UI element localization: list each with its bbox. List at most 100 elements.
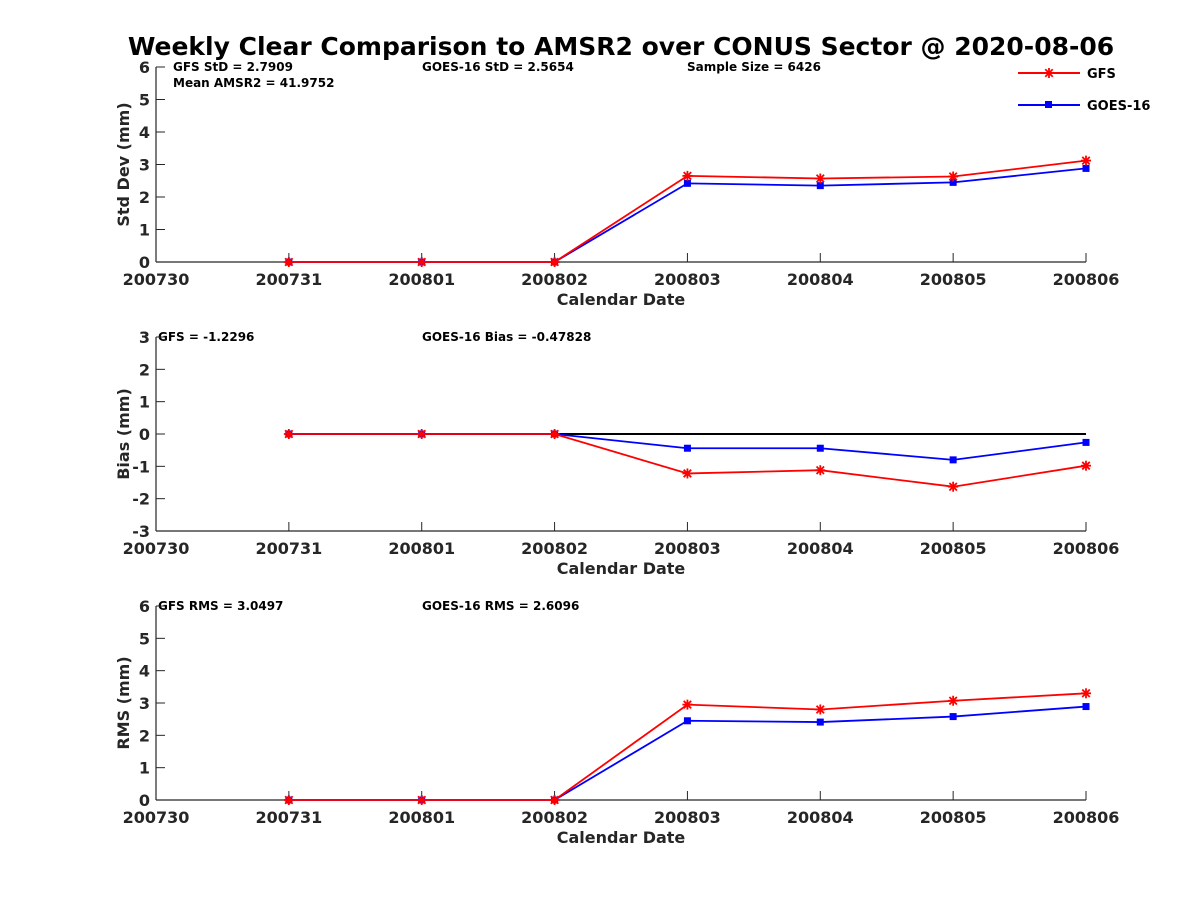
x-tick-label: 200803 <box>654 539 721 558</box>
goes16-point <box>816 182 824 190</box>
bias-y-axis-label: Bias (mm) <box>114 388 133 480</box>
x-tick-label: 200805 <box>920 808 987 827</box>
gfs-point <box>815 465 826 476</box>
gfs-point <box>416 795 427 805</box>
stddev-x-axis-label: Calendar Date <box>557 290 686 309</box>
rms-y-axis-label: RMS (mm) <box>114 656 133 749</box>
legend-goes16-label: GOES-16 <box>1087 99 1150 114</box>
x-tick-label: 200801 <box>388 270 455 289</box>
y-tick-label: 3 <box>139 156 150 175</box>
gfs-point <box>416 429 427 439</box>
gfs-point <box>283 257 294 267</box>
sample-size-annotation: Sample Size = 6426 <box>687 60 821 74</box>
goes16-point <box>949 456 957 464</box>
x-tick-label: 200802 <box>521 270 588 289</box>
goes16-point <box>1082 703 1090 711</box>
goes16-point <box>949 178 957 186</box>
x-tick-label: 200806 <box>1053 270 1120 289</box>
gfs-point <box>948 481 959 492</box>
stddev-panel: GFS StD = 2.7909 GOES-16 StD = 2.5654 Sa… <box>114 58 1119 309</box>
gfs-point <box>1081 688 1091 699</box>
y-tick-label: 0 <box>139 253 150 272</box>
legend-gfs-asterisk <box>1044 68 1054 78</box>
y-tick-label: 2 <box>139 360 150 379</box>
x-tick-label: 200802 <box>521 808 588 827</box>
y-tick-label: 1 <box>139 759 150 778</box>
gfs-point <box>682 468 693 479</box>
x-tick-label: 200801 <box>388 808 455 827</box>
gfs-point <box>549 257 560 267</box>
x-tick-label: 200731 <box>255 539 322 558</box>
gfs-point <box>283 795 294 805</box>
gfs-point <box>948 695 959 706</box>
y-tick-label: 6 <box>139 58 150 77</box>
gfs-point <box>549 795 560 805</box>
x-tick-label: 200804 <box>787 270 854 289</box>
legend-gfs-marker <box>1044 68 1054 78</box>
legend: GFS GOES-16 <box>1018 67 1150 114</box>
y-tick-label: 5 <box>139 91 150 110</box>
x-tick-label: 200806 <box>1053 808 1120 827</box>
y-tick-label: 1 <box>139 393 150 412</box>
goes16-point <box>683 444 691 452</box>
x-tick-label: 200803 <box>654 270 721 289</box>
y-tick-label: 0 <box>139 425 150 444</box>
x-tick-label: 200806 <box>1053 539 1120 558</box>
y-tick-label: 2 <box>139 188 150 207</box>
gfs-point <box>948 171 959 182</box>
y-tick-label: 5 <box>139 629 150 648</box>
goes16-point <box>816 718 824 726</box>
goes16-bias-annotation: GOES-16 Bias = -0.47828 <box>422 330 591 344</box>
y-tick-label: -3 <box>132 522 150 541</box>
rms-x-axis-label: Calendar Date <box>557 828 686 847</box>
gfs-point <box>1081 155 1091 166</box>
goes16-point <box>1082 164 1090 172</box>
gfs-point <box>815 704 826 715</box>
y-tick-label: -1 <box>132 457 150 476</box>
y-tick-label: 3 <box>139 694 150 713</box>
x-tick-label: 200804 <box>787 808 854 827</box>
gfs-bias-annotation: GFS = -1.2296 <box>158 330 254 344</box>
gfs-point <box>682 170 693 181</box>
x-tick-label: 200804 <box>787 539 854 558</box>
goes16-rms-annotation: GOES-16 RMS = 2.6096 <box>422 599 579 613</box>
gfs-series-line <box>288 433 1087 488</box>
x-tick-label: 200802 <box>521 539 588 558</box>
y-tick-label: 0 <box>139 791 150 810</box>
x-tick-label: 200801 <box>388 539 455 558</box>
x-tick-label: 200730 <box>123 808 190 827</box>
y-tick-label: -2 <box>132 490 150 509</box>
goes16-point <box>816 444 824 452</box>
y-tick-label: 3 <box>139 328 150 347</box>
x-tick-label: 200730 <box>123 539 190 558</box>
goes16-point <box>683 717 691 725</box>
x-tick-label: 200803 <box>654 808 721 827</box>
x-tick-label: 200730 <box>123 270 190 289</box>
goes16-std-annotation: GOES-16 StD = 2.5654 <box>422 60 574 74</box>
gfs-point <box>283 429 294 439</box>
x-tick-label: 200731 <box>255 270 322 289</box>
goes16-point <box>683 179 691 187</box>
x-tick-label: 200805 <box>920 539 987 558</box>
rms-panel: GFS RMS = 3.0497 GOES-16 RMS = 2.6096 20… <box>114 597 1119 847</box>
bias-panel: GFS = -1.2296 GOES-16 Bias = -0.47828 20… <box>114 328 1119 578</box>
legend-gfs-label: GFS <box>1087 67 1116 82</box>
stddev-y-axis-label: Std Dev (mm) <box>114 102 133 226</box>
mean-amsr2-annotation: Mean AMSR2 = 41.9752 <box>173 76 334 90</box>
gfs-std-annotation: GFS StD = 2.7909 <box>173 60 293 74</box>
gfs-point <box>416 257 427 267</box>
y-tick-label: 4 <box>139 123 150 142</box>
x-tick-label: 200731 <box>255 808 322 827</box>
bias-x-axis-label: Calendar Date <box>557 559 686 578</box>
gfs-point <box>815 173 826 184</box>
y-tick-label: 1 <box>139 221 150 240</box>
legend-goes16-marker <box>1045 101 1052 108</box>
gfs-rms-annotation: GFS RMS = 3.0497 <box>158 599 283 613</box>
x-tick-label: 200805 <box>920 270 987 289</box>
gfs-point <box>1081 460 1091 471</box>
y-tick-label: 6 <box>139 597 150 616</box>
y-tick-label: 2 <box>139 726 150 745</box>
goes16-point <box>1082 438 1090 446</box>
y-tick-label: 4 <box>139 662 150 681</box>
